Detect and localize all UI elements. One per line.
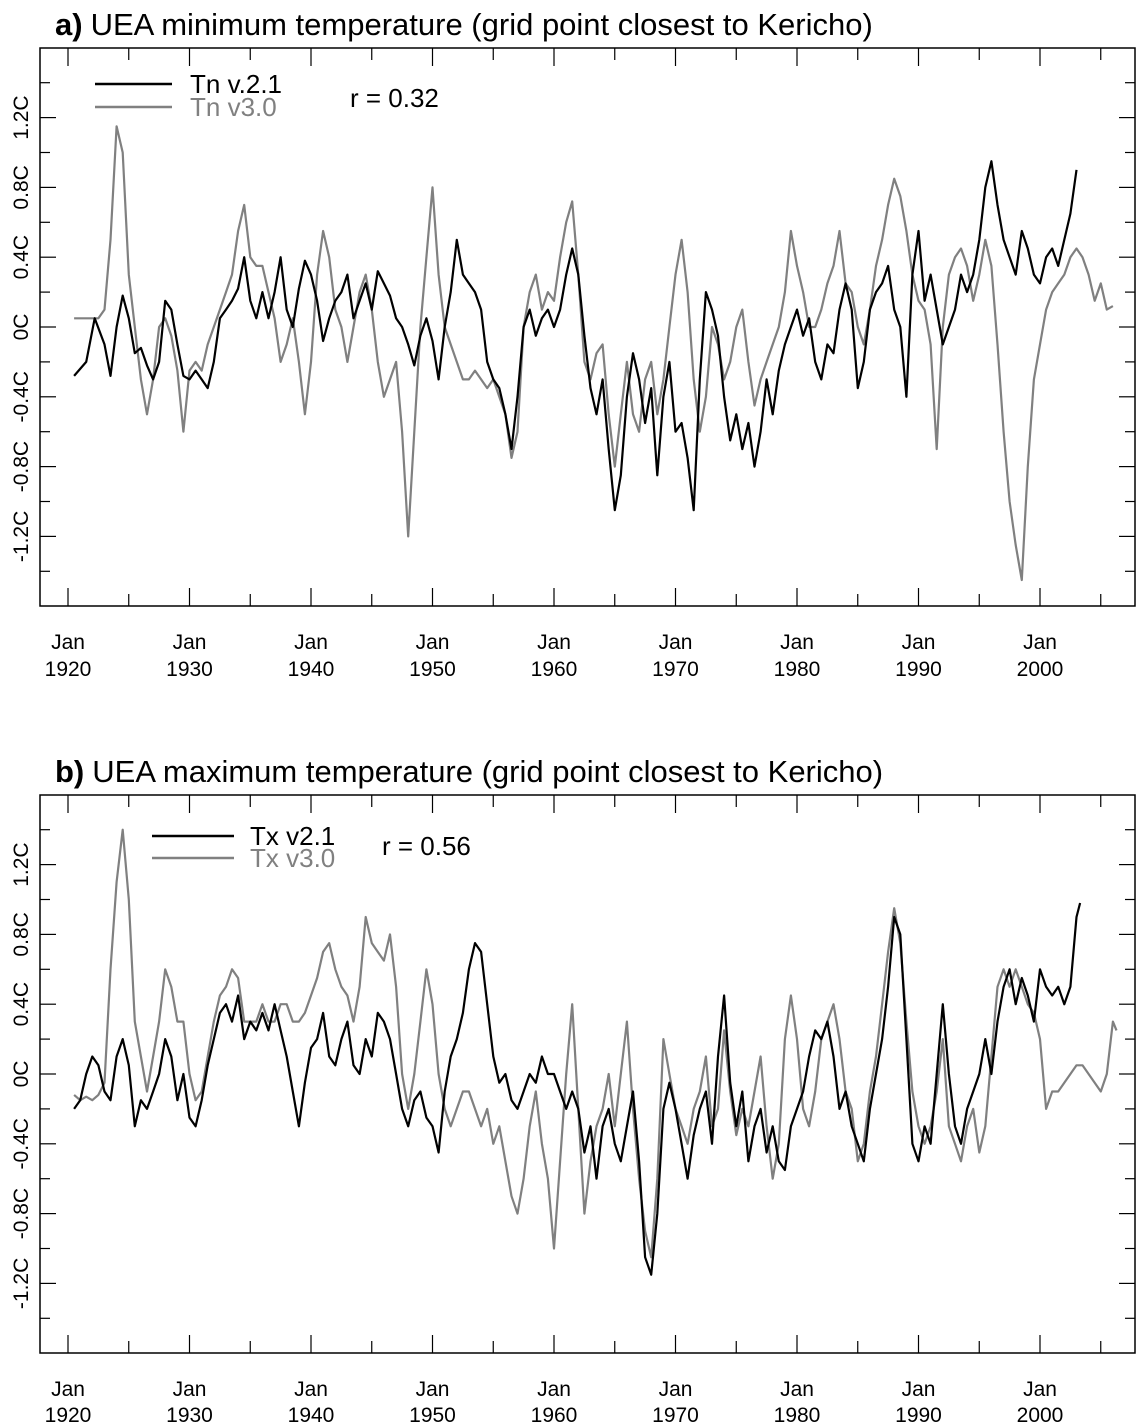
- x-tick-label: 1930: [166, 658, 213, 681]
- panel-title-text: UEA minimum temperature (grid point clos…: [91, 7, 873, 42]
- x-tick-label: 1980: [774, 658, 821, 681]
- y-tick-label: 0.4C: [10, 982, 33, 1026]
- x-tick-label: 1960: [531, 1404, 578, 1427]
- x-tick-label: Jan: [1023, 1378, 1057, 1401]
- x-tick-label: 1960: [531, 658, 578, 681]
- x-tick-label: Jan: [51, 631, 85, 654]
- x-tick-label: Jan: [416, 631, 450, 654]
- x-tick-label: Jan: [659, 631, 693, 654]
- panel-label: b): [55, 754, 84, 789]
- x-tick-label: Jan: [294, 631, 328, 654]
- y-tick-label: 1.2C: [10, 95, 33, 139]
- series-line-tx-v3-0: [73, 828, 1118, 1259]
- legend: Tn v.2.1 Tn v3.0: [95, 69, 282, 122]
- y-tick-label: -0.8C: [10, 441, 33, 492]
- plot-area: Jan 1920 Jan 1930 Jan 1940 Jan 1950 Jan 1960 Jan 19…: [10, 47, 1136, 681]
- legend-label-tn-v30: Tn v3.0: [190, 92, 277, 122]
- series-line-tn-v-2-1: [73, 160, 1078, 512]
- x-tick-label: 1930: [166, 1404, 213, 1427]
- x-tick-label: Jan: [1023, 631, 1057, 654]
- legend-label-tx-v21: Tx v2.1: [250, 821, 335, 851]
- legend-label-tx-v30: Tx v3.0: [250, 843, 335, 873]
- panel-title-text: UEA maximum temperature (grid point clos…: [92, 754, 883, 789]
- y-tick-label: -1.2C: [10, 1258, 33, 1309]
- panel-title: a) UEA minimum temperature (grid point cl…: [55, 7, 873, 42]
- x-tick-label: 1920: [45, 1404, 92, 1427]
- x-tick-label: Jan: [780, 631, 814, 654]
- y-tick-label: 0.8C: [10, 912, 33, 956]
- x-tick-label: Jan: [902, 1378, 936, 1401]
- panel-minimum-temperature: a) UEA minimum temperature (grid point cl…: [10, 7, 1136, 681]
- x-tick-label: Jan: [416, 1378, 450, 1401]
- series-line-tx-v2-1: [73, 902, 1082, 1276]
- correlation-annotation: r = 0.32: [350, 83, 439, 113]
- x-tick-label: 2000: [1017, 658, 1064, 681]
- correlation-annotation: r = 0.56: [382, 831, 471, 861]
- x-tick-label: 1920: [45, 658, 92, 681]
- legend: Tx v2.1 Tx v3.0: [152, 821, 335, 873]
- x-tick-label: 1940: [288, 658, 335, 681]
- x-tick-label: 1950: [409, 1404, 456, 1427]
- x-tick-label: 1970: [652, 658, 699, 681]
- x-tick-label: Jan: [294, 1378, 328, 1401]
- legend-label-tn-v21: Tn v.2.1: [190, 69, 282, 99]
- plot-area: Jan 1920 Jan 1930 Jan 1940 Jan 1950 Jan 1960 Jan 19…: [10, 794, 1136, 1427]
- panel-title: b) UEA maximum temperature (grid point cl…: [55, 754, 883, 789]
- x-tick-label: Jan: [659, 1378, 693, 1401]
- x-tick-label: Jan: [780, 1378, 814, 1401]
- panel-label: a): [55, 7, 83, 42]
- x-tick-label: Jan: [173, 1378, 207, 1401]
- x-tick-label: Jan: [51, 1378, 85, 1401]
- x-tick-label: Jan: [902, 631, 936, 654]
- y-tick-label: 0C: [10, 314, 33, 341]
- x-tick-label: 2000: [1017, 1404, 1064, 1427]
- y-tick-label: 0.8C: [10, 165, 33, 209]
- panel-maximum-temperature: b) UEA maximum temperature (grid point cl…: [10, 754, 1136, 1427]
- y-tick-label: 0C: [10, 1061, 33, 1088]
- x-tick-label: 1980: [774, 1404, 821, 1427]
- x-tick-label: Jan: [537, 1378, 571, 1401]
- y-tick-label: -1.2C: [10, 511, 33, 562]
- x-tick-label: Jan: [537, 631, 571, 654]
- y-tick-label: -0.4C: [10, 371, 33, 422]
- y-tick-label: 1.2C: [10, 842, 33, 886]
- x-tick-label: 1990: [895, 1404, 942, 1427]
- x-tick-label: 1940: [288, 1404, 335, 1427]
- y-tick-label: -0.4C: [10, 1118, 33, 1169]
- x-tick-label: 1970: [652, 1404, 699, 1427]
- x-tick-label: Jan: [173, 631, 207, 654]
- x-tick-label: 1990: [895, 658, 942, 681]
- y-tick-label: 0.4C: [10, 235, 33, 279]
- series-line-tn-v3-0: [74, 125, 1114, 582]
- x-tick-label: 1950: [409, 658, 456, 681]
- y-tick-label: -0.8C: [10, 1188, 33, 1239]
